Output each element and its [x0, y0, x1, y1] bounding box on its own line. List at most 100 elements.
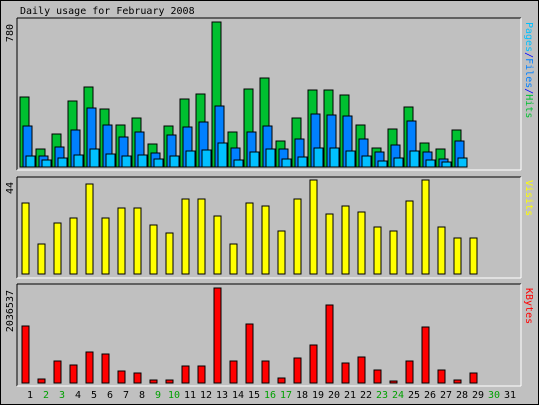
bar-pages-day-11 — [185, 150, 196, 168]
x-tick-label-day-17: 17 — [280, 390, 292, 401]
bar-pages-day-9 — [153, 158, 164, 168]
x-tick-label-day-5: 5 — [91, 390, 97, 401]
x-tick-label-day-10: 10 — [168, 390, 180, 401]
x-tick-label-day-16: 16 — [264, 390, 276, 401]
bar-visits-day-13 — [213, 215, 222, 275]
hits-files-pages-side-label-part: Files — [523, 58, 534, 88]
bar-visits-day-29 — [469, 237, 478, 275]
bar-pages-day-4 — [73, 154, 84, 168]
bar-pages-day-3 — [57, 157, 68, 168]
bar-visits-day-9 — [149, 224, 158, 275]
bar-kbytes-day-21 — [341, 362, 350, 384]
x-tick-label-day-21: 21 — [344, 390, 356, 401]
bar-kbytes-day-9 — [149, 379, 158, 384]
bar-visits-day-12 — [197, 198, 206, 275]
bar-pages-day-18 — [297, 156, 308, 168]
bar-kbytes-day-10 — [165, 379, 174, 384]
bar-visits-day-6 — [101, 217, 110, 275]
bar-kbytes-day-6 — [101, 353, 110, 384]
x-tick-label-day-14: 14 — [232, 390, 244, 401]
visits-side-label: Visits — [523, 180, 534, 216]
x-tick-label-day-31: 31 — [504, 390, 516, 401]
x-tick-label-day-20: 20 — [328, 390, 340, 401]
x-tick-label-day-30: 30 — [488, 390, 500, 401]
bar-kbytes-day-23 — [373, 369, 382, 384]
bar-kbytes-day-17 — [277, 377, 286, 384]
bar-pages-day-16 — [265, 148, 276, 168]
x-tick-label-day-15: 15 — [248, 390, 260, 401]
bar-kbytes-day-20 — [325, 304, 334, 384]
bar-kbytes-day-28 — [453, 379, 462, 384]
bar-pages-day-2 — [41, 159, 52, 168]
x-tick-label-day-29: 29 — [472, 390, 484, 401]
bar-pages-day-22 — [361, 155, 372, 168]
bar-pages-day-5 — [89, 148, 100, 168]
bar-pages-day-14 — [233, 159, 244, 168]
bar-pages-day-13 — [217, 142, 228, 168]
bar-visits-day-27 — [437, 226, 446, 275]
x-tick-label-day-23: 23 — [376, 390, 388, 401]
bar-visits-day-10 — [165, 232, 174, 275]
bar-kbytes-day-27 — [437, 369, 446, 384]
x-tick-label-day-2: 2 — [43, 390, 49, 401]
x-tick-label-day-8: 8 — [139, 390, 145, 401]
bar-visits-day-11 — [181, 198, 190, 275]
x-tick-label-day-13: 13 — [216, 390, 228, 401]
bar-visits-day-2 — [37, 243, 46, 275]
hits-files-pages-side-label: Pages/Files/Hits — [523, 22, 534, 118]
kbytes-ymax-label: 2036537 — [5, 290, 16, 332]
bar-pages-day-17 — [281, 158, 292, 168]
bar-pages-day-23 — [377, 160, 388, 168]
bar-pages-day-20 — [329, 147, 340, 168]
bar-visits-day-24 — [389, 230, 398, 275]
bar-kbytes-day-13 — [213, 287, 222, 384]
bar-pages-day-26 — [425, 159, 436, 168]
bar-visits-day-15 — [245, 202, 254, 275]
bar-kbytes-day-7 — [117, 370, 126, 384]
x-tick-label-day-27: 27 — [440, 390, 452, 401]
bar-visits-day-25 — [405, 200, 414, 275]
kbytes-side-label-part: KBytes — [523, 288, 534, 324]
bar-visits-day-5 — [85, 183, 94, 275]
bar-visits-day-18 — [293, 198, 302, 275]
bar-kbytes-day-29 — [469, 372, 478, 384]
bar-kbytes-day-24 — [389, 380, 398, 384]
hits-files-pages-side-label-part: / — [523, 52, 534, 58]
bar-pages-day-8 — [137, 154, 148, 168]
bar-visits-day-22 — [357, 211, 366, 275]
bar-pages-day-7 — [121, 155, 132, 168]
bar-pages-day-27 — [441, 161, 452, 168]
bar-kbytes-day-18 — [293, 357, 302, 384]
chart-title: Daily usage for February 2008 — [20, 6, 195, 17]
bar-kbytes-day-3 — [53, 360, 62, 384]
bar-pages-day-21 — [345, 150, 356, 168]
x-tick-label-day-11: 11 — [184, 390, 196, 401]
x-tick-label-day-3: 3 — [59, 390, 65, 401]
bar-pages-day-24 — [393, 157, 404, 168]
x-tick-label-day-12: 12 — [200, 390, 212, 401]
bar-visits-day-20 — [325, 213, 334, 275]
x-tick-label-day-26: 26 — [424, 390, 436, 401]
bar-pages-day-15 — [249, 151, 260, 168]
hits-files-pages-side-label-part: Hits — [523, 94, 534, 118]
bar-pages-day-12 — [201, 149, 212, 168]
bar-kbytes-day-1 — [21, 325, 30, 384]
bar-visits-day-28 — [453, 237, 462, 275]
bar-visits-day-23 — [373, 226, 382, 275]
bar-kbytes-day-2 — [37, 378, 46, 384]
bar-visits-day-26 — [421, 179, 430, 275]
bar-kbytes-day-5 — [85, 351, 94, 384]
x-tick-label-day-25: 25 — [408, 390, 420, 401]
bar-kbytes-day-14 — [229, 360, 238, 384]
bar-pages-day-28 — [457, 157, 468, 168]
bar-kbytes-day-16 — [261, 360, 270, 384]
bar-kbytes-day-22 — [357, 356, 366, 384]
x-tick-label-day-18: 18 — [296, 390, 308, 401]
bar-pages-day-19 — [313, 147, 324, 168]
bar-kbytes-day-25 — [405, 360, 414, 384]
bar-pages-day-1 — [25, 155, 36, 168]
hits-files-pages-ymax-label: 780 — [5, 24, 16, 42]
x-tick-label-day-28: 28 — [456, 390, 468, 401]
